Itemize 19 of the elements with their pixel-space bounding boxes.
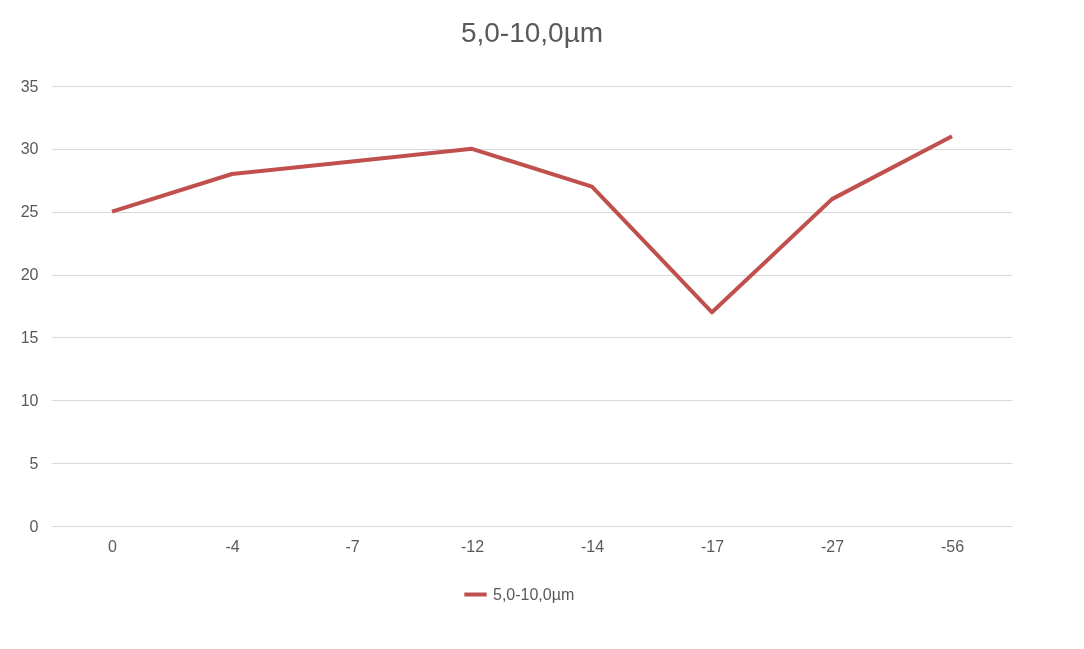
x-tick-label: -27	[820, 537, 845, 555]
y-tick-label: 30	[20, 140, 39, 158]
x-tick-label: -4	[225, 537, 240, 555]
x-tick-label: -12	[460, 537, 485, 555]
chart-title: 5,0-10,0µm	[460, 17, 604, 48]
y-tick-label: 15	[20, 328, 39, 346]
legend-label: 5,0-10,0µm	[493, 585, 575, 603]
x-tick-label: -7	[345, 537, 360, 555]
x-tick-label: -17	[700, 537, 725, 555]
y-tick-label: 35	[20, 77, 39, 95]
y-tick-label: 0	[29, 517, 39, 535]
x-tick-label: -14	[580, 537, 605, 555]
x-tick-label: -56	[940, 537, 965, 555]
y-tick-label: 25	[20, 203, 39, 221]
y-tick-label: 5	[29, 454, 39, 472]
x-tick-label: 0	[108, 537, 118, 555]
y-tick-label: 20	[20, 266, 39, 284]
line-series	[110, 134, 954, 315]
y-tick-label: 10	[20, 391, 39, 409]
